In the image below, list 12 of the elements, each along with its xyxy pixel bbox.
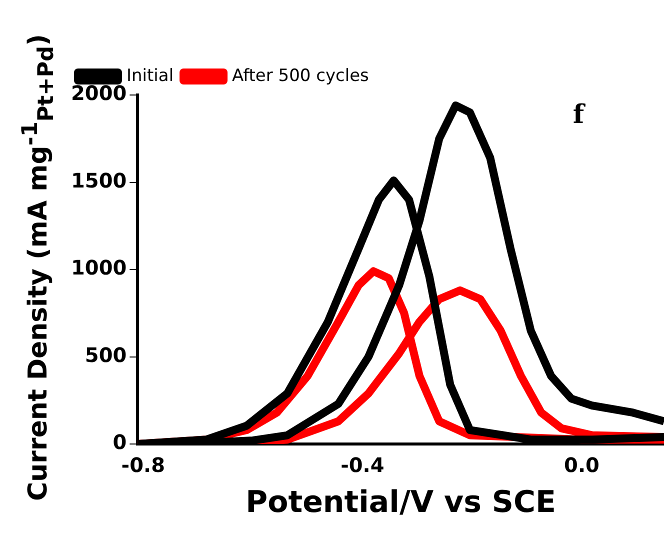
y-tick-label: 0 xyxy=(112,430,127,454)
y-tick-label: 1500 xyxy=(70,168,127,192)
legend-label: Initial xyxy=(126,66,174,86)
x-tick-label: -0.4 xyxy=(340,453,384,478)
y-tick-label: 2000 xyxy=(70,81,127,106)
x-tick-label: -0.8 xyxy=(121,453,166,478)
y-tick-label: 500 xyxy=(84,342,127,367)
annotation: f xyxy=(572,100,586,130)
legend-label: After 500 cycles xyxy=(232,66,370,86)
x-tick-label: 0.0 xyxy=(564,453,600,478)
x-axis-title: Potential/V vs SCE xyxy=(246,484,556,520)
y-tick-label: 1000 xyxy=(70,256,127,280)
